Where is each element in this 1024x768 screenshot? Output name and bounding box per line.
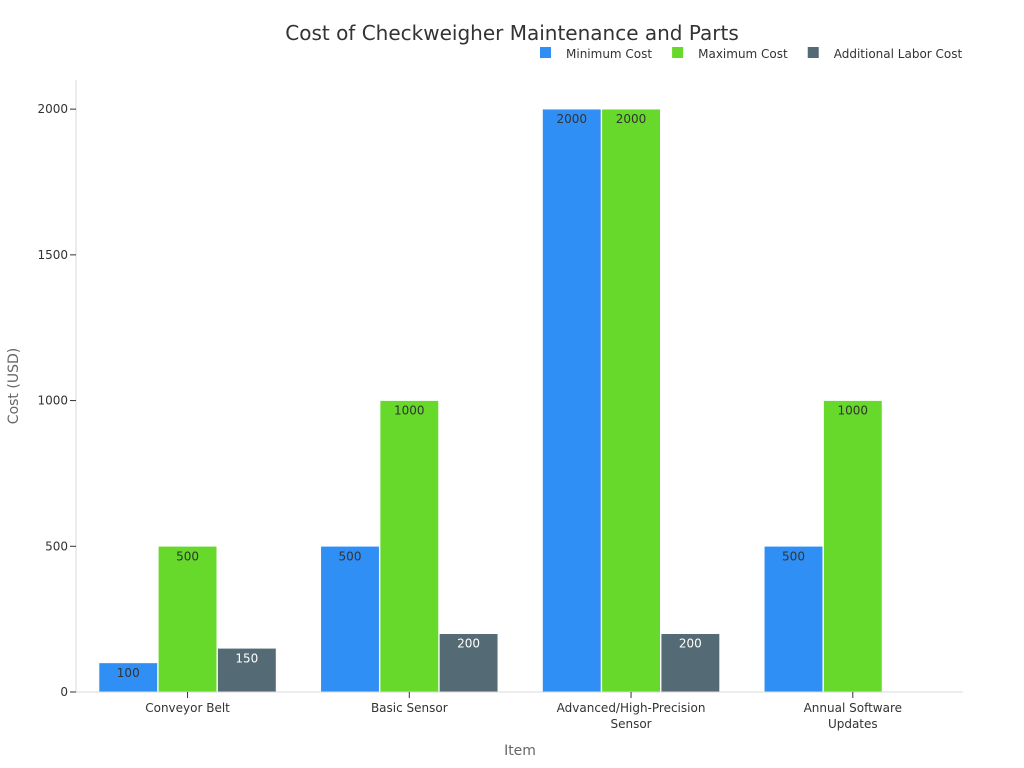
bar-maximum-cost	[379, 400, 439, 693]
legend-item: Additional Labor Cost	[807, 47, 963, 61]
y-tick-label: 1000	[37, 394, 68, 408]
y-axis-title: Cost (USD)	[6, 348, 22, 424]
bar-value-label: 500	[176, 549, 199, 563]
bar-additional-labor-cost	[660, 633, 720, 693]
axes-group: 0 500 1000 1500 2000 Conveyor Belt Basic Senso…	[37, 80, 963, 731]
bar-minimum-cost	[763, 545, 824, 693]
y-tick-label: 1500	[37, 248, 68, 262]
x-tick-label: Basic Sensor	[371, 701, 448, 715]
bar-value-label: 2000	[616, 112, 647, 126]
x-tick-label: Advanced/High-Precision Sensor	[557, 701, 706, 731]
bar-value-label: 150	[235, 651, 258, 665]
y-tick-label: 2000	[37, 102, 68, 116]
legend-swatch	[672, 47, 684, 58]
bar-labels-group: 100 500 150 500 1000 200 2000 2000 200 500 1000	[117, 112, 868, 680]
bar-maximum-cost	[158, 545, 218, 693]
chart-title: Cost of Checkweigher Maintenance and Par…	[285, 21, 739, 45]
legend-label: Maximum Cost	[698, 47, 788, 61]
legend-swatch	[807, 47, 819, 58]
y-tick-label: 500	[45, 539, 68, 553]
x-tick-label-line: Annual Software	[804, 701, 902, 715]
bar-value-label: 500	[782, 549, 805, 563]
bar-maximum-cost	[601, 108, 661, 693]
bar-additional-labor-cost	[439, 633, 499, 693]
x-tick-label: Annual Software Updates	[804, 701, 902, 731]
bar-minimum-cost	[320, 545, 380, 693]
bar-value-label: 1000	[838, 404, 869, 418]
bar-value-label: 200	[457, 637, 480, 651]
x-tick-label: Conveyor Belt	[145, 701, 230, 715]
legend-label: Minimum Cost	[566, 47, 652, 61]
x-tick-label-line: Basic Sensor	[371, 701, 448, 715]
legend-swatch	[540, 47, 551, 58]
legend-label: Additional Labor Cost	[834, 47, 963, 61]
bar-additional-labor-cost	[217, 647, 277, 693]
x-tick-label-line: Updates	[828, 717, 878, 731]
bar-value-label: 100	[117, 666, 140, 680]
bar-value-label: 1000	[394, 404, 425, 418]
legend-item: Maximum Cost	[672, 47, 788, 61]
x-tick-label-line: Sensor	[610, 717, 651, 731]
x-axis-title: Item	[504, 743, 536, 759]
legend-item: Minimum Cost	[540, 47, 652, 61]
y-tick-label: 0	[60, 685, 68, 699]
bar-minimum-cost	[98, 662, 158, 693]
bar-value-label: 200	[679, 637, 702, 651]
bars-group	[98, 108, 883, 693]
bar-value-label: 2000	[556, 112, 587, 126]
x-tick-label-line: Conveyor Belt	[145, 701, 230, 715]
bar-value-label: 500	[339, 549, 362, 563]
legend: Minimum Cost Maximum Cost Additional Labor…	[540, 47, 963, 61]
x-tick-label-line: Advanced/High-Precision	[557, 701, 706, 715]
bar-maximum-cost	[823, 400, 883, 693]
bar-minimum-cost	[542, 108, 602, 693]
